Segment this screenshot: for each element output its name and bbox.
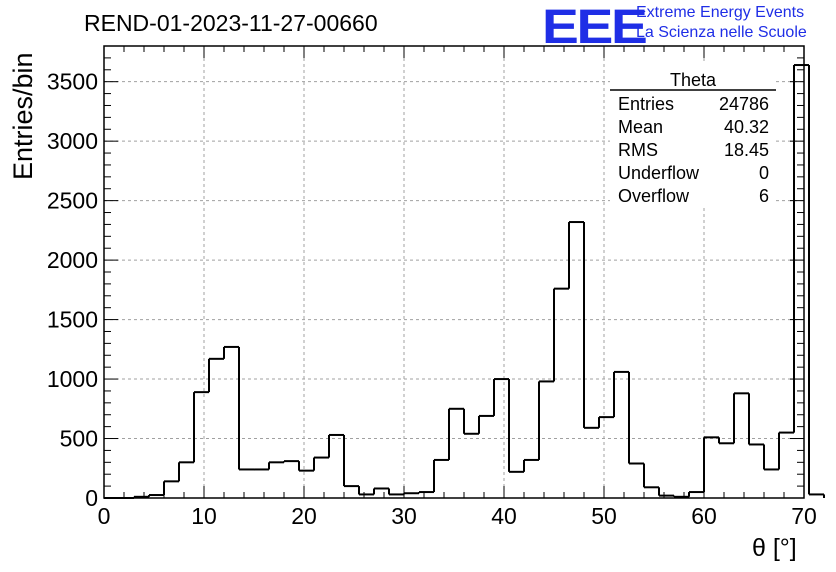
y-tick-label: 500: [60, 426, 98, 452]
x-tick-label: 0: [98, 503, 111, 529]
y-tick-label: 2000: [47, 247, 98, 273]
stats-value: 18.45: [724, 140, 769, 160]
x-tick-label: 40: [491, 503, 517, 529]
stats-value: 24786: [719, 94, 769, 114]
stats-box: [610, 64, 776, 208]
stats-title: Theta: [670, 70, 717, 90]
x-axis-label: θ [°]: [752, 534, 797, 562]
chart-title: REND-01-2023-11-27-00660: [84, 10, 378, 36]
y-tick-label: 3000: [47, 128, 98, 154]
x-tick-label: 50: [591, 503, 617, 529]
stats-value: 0: [759, 163, 769, 183]
logo-text-line2: La Scienza nelle Scuole: [636, 24, 807, 41]
x-tick-label: 30: [391, 503, 417, 529]
stats-value: 40.32: [724, 117, 769, 137]
plot-frame: [103, 45, 805, 499]
logo-text-line1: Extreme Energy Events: [636, 4, 805, 21]
x-tick-label: 20: [291, 503, 317, 529]
stats-label: Underflow: [618, 163, 700, 183]
y-axis-label: Entries/bin: [8, 52, 38, 180]
stats-value: 6: [759, 186, 769, 206]
y-tick-label: 1500: [47, 307, 98, 333]
stats-label: Mean: [618, 117, 663, 137]
stats-label: RMS: [618, 140, 658, 160]
x-tick-label: 60: [691, 503, 717, 529]
y-tick-label: 1000: [47, 366, 98, 392]
y-tick-label: 0: [85, 485, 98, 511]
x-tick-label: 70: [791, 503, 817, 529]
y-tick-label: 3500: [47, 69, 98, 95]
stats-label: Entries: [618, 94, 674, 114]
x-tick-label: 10: [191, 503, 217, 529]
y-tick-label: 2500: [47, 188, 98, 214]
stats-label: Overflow: [618, 186, 690, 206]
eee-logo-mark: EEE: [542, 1, 648, 54]
